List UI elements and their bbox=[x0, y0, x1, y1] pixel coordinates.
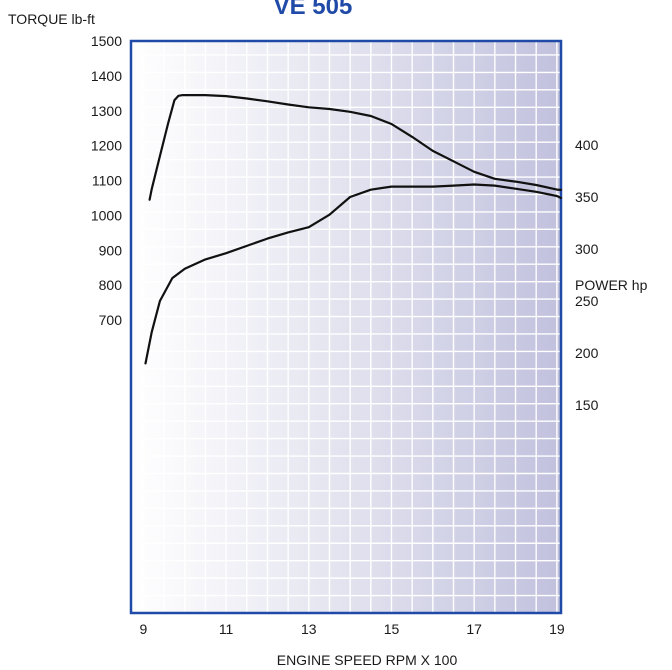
x-axis-title: ENGINE SPEED RPM X 100 bbox=[277, 652, 458, 668]
left-tick-label: 800 bbox=[99, 277, 123, 293]
x-tick-label: 19 bbox=[549, 621, 565, 637]
right-axis-title: POWER hp bbox=[575, 277, 648, 293]
left-tick-label: 900 bbox=[99, 242, 123, 258]
left-tick-label: 1000 bbox=[91, 207, 122, 223]
left-tick-label: 1300 bbox=[91, 103, 122, 119]
left-axis-title: TORQUE lb-ft bbox=[8, 11, 95, 27]
left-tick-label: 1200 bbox=[91, 138, 122, 154]
x-tick-label: 17 bbox=[466, 621, 482, 637]
x-tick-label: 13 bbox=[301, 621, 317, 637]
series-lines bbox=[144, 94, 563, 365]
grid-lines bbox=[131, 41, 561, 613]
right-tick-label: 350 bbox=[575, 189, 599, 205]
tick-labels: 1500 1400 1300 1200 1100 1000 900 800 700 400 350 3… bbox=[91, 33, 599, 637]
power-curve bbox=[144, 183, 563, 365]
right-tick-label: 150 bbox=[575, 397, 599, 413]
left-tick-label: 700 bbox=[99, 312, 123, 328]
torque-curve bbox=[148, 94, 563, 201]
x-tick-label: 9 bbox=[140, 621, 148, 637]
right-tick-label: 300 bbox=[575, 241, 599, 257]
left-tick-label: 1100 bbox=[92, 173, 122, 189]
x-tick-label: 11 bbox=[219, 621, 234, 637]
plot-area bbox=[131, 41, 561, 613]
right-tick-label: 250 bbox=[575, 293, 599, 309]
plot-frame bbox=[129, 39, 563, 615]
x-tick-label: 15 bbox=[384, 621, 400, 637]
chart-title: VE 505 bbox=[274, 0, 353, 20]
left-tick-label: 1400 bbox=[91, 68, 122, 84]
right-tick-label: 200 bbox=[575, 345, 599, 361]
left-tick-label: 1500 bbox=[91, 33, 122, 49]
right-tick-label: 400 bbox=[575, 137, 599, 153]
